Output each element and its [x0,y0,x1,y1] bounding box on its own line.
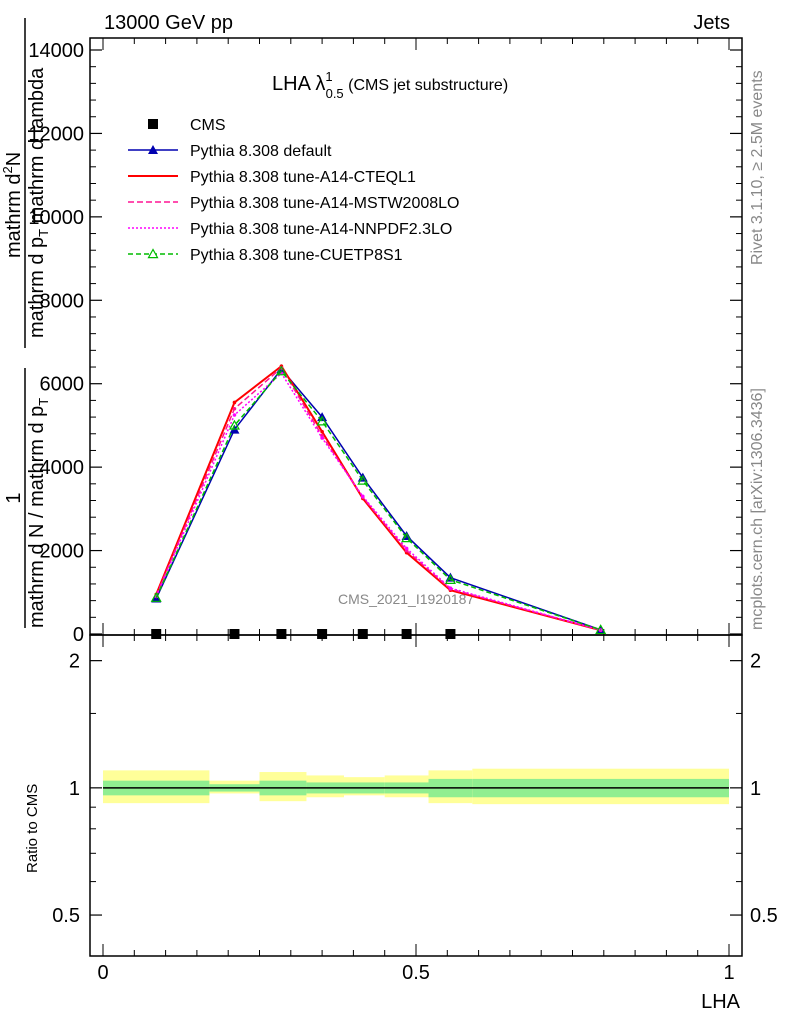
series-point-cuetp [401,532,413,543]
cms-data-point [276,629,287,639]
xtick-label: 0 [97,962,108,984]
upper-ytick-label: 6000 [40,374,85,396]
series-point-nnpdf [320,436,324,440]
xaxis-label: LHA [701,991,741,1013]
legend-label-data: CMS [190,117,226,134]
lower-ytick-label: 2 [69,651,80,673]
series-point-cuetp [357,474,369,485]
lower-panel-frame [89,634,743,957]
legend-label-cuetp: Pythia 8.308 tune-CUETP8S1 [190,247,403,264]
series-point-nnpdf [404,546,409,551]
series-line-nnpdf [155,372,601,631]
series-point-cuetp [228,419,240,430]
series-line-mstw [155,366,601,631]
upper-ytick-label: 14000 [28,40,84,62]
xtick-label: 0.5 [402,962,430,984]
lower-ytick-label: 1 [69,778,80,800]
series-point-cteq [320,429,324,434]
header-category: Jets [693,12,730,34]
upper-ylabel: 1 mathrm d N / mathrm d pT mathrm d2N ma… [0,18,51,628]
analysis-watermark: CMS_2021_I1920187 [338,591,474,607]
legend-marker-cms [148,119,158,129]
cms-data-point [357,629,368,639]
upper-ytick-label: 12000 [28,123,84,145]
cms-data-point [445,629,456,639]
ylabel-prefix-num: 1 [3,492,25,503]
upper-ytick-label: 2000 [40,541,85,563]
cms-data-point [151,629,162,639]
series-point-cuetp [595,624,607,635]
main-title-tail: (CMS jet substructure) [344,77,508,94]
legend-label-cteq: Pythia 8.308 tune-A14-CTEQL1 [190,169,416,186]
series-point-cuetp [444,574,456,584]
series-point-nnpdf [448,586,453,590]
legend-marker-cuetp [147,248,159,259]
legend-marker-default [148,145,158,154]
upper-ytick-label: 0 [73,624,84,646]
lower-ytick-label-right: 0.5 [750,905,778,927]
xtick-label: 1 [723,962,734,984]
series-point-cuetp [150,591,162,602]
ylabel-num: mathrm d2N [0,152,25,258]
upper-ytick-label: 4000 [40,457,85,479]
mcplots-label: mcplots.cern.ch [arXiv:1306.3436] [749,388,766,630]
ylabel-den: mathrm d pT mathrm d lambda [26,67,51,338]
series-point-cteq [232,400,237,405]
series-point-nnpdf [598,628,603,632]
series-line-cteq [155,364,601,632]
lower-ytick-label-right: 1 [750,778,761,800]
main-title-lead: LHA λ [272,73,325,95]
lower-ytick-label-right: 2 [750,651,761,673]
lower-ytick-label: 0.5 [52,905,80,927]
upper-ytick-label: 8000 [40,290,85,312]
series-point-nnpdf [232,413,237,417]
series-point-nnpdf [360,494,365,499]
cms-data-point [317,629,328,639]
ylabel-prefix-den: mathrm d N / mathrm d pT [26,398,51,628]
rivet-label: Rivet 3.1.10, ≥ 2.5M events [749,70,766,265]
legend-label-nnpdf: Pythia 8.308 tune-A14-NNPDF2.3LO [190,221,452,238]
legend-label-default: Pythia 8.308 default [190,143,332,160]
series-point-cuetp [275,365,287,376]
header-energy: 13000 GeV pp [104,12,233,34]
series-point-cuetp [316,415,328,426]
main-title: LHA λ1 0.5 (CMS jet substructure) [272,69,508,101]
cms-data-point [229,629,240,639]
main-title-sup: 1 [325,69,332,84]
series-point-mstw [232,406,237,411]
ratio-ylabel: Ratio to CMS [24,784,41,873]
main-title-sub: 0.5 [326,86,344,101]
legend-label-mstw: Pythia 8.308 tune-A14-MSTW2008LO [190,195,459,212]
cms-data-point [401,629,412,639]
series-line-default [155,367,601,631]
series-line-cuetp [155,370,601,631]
upper-ytick-label: 10000 [28,207,84,229]
